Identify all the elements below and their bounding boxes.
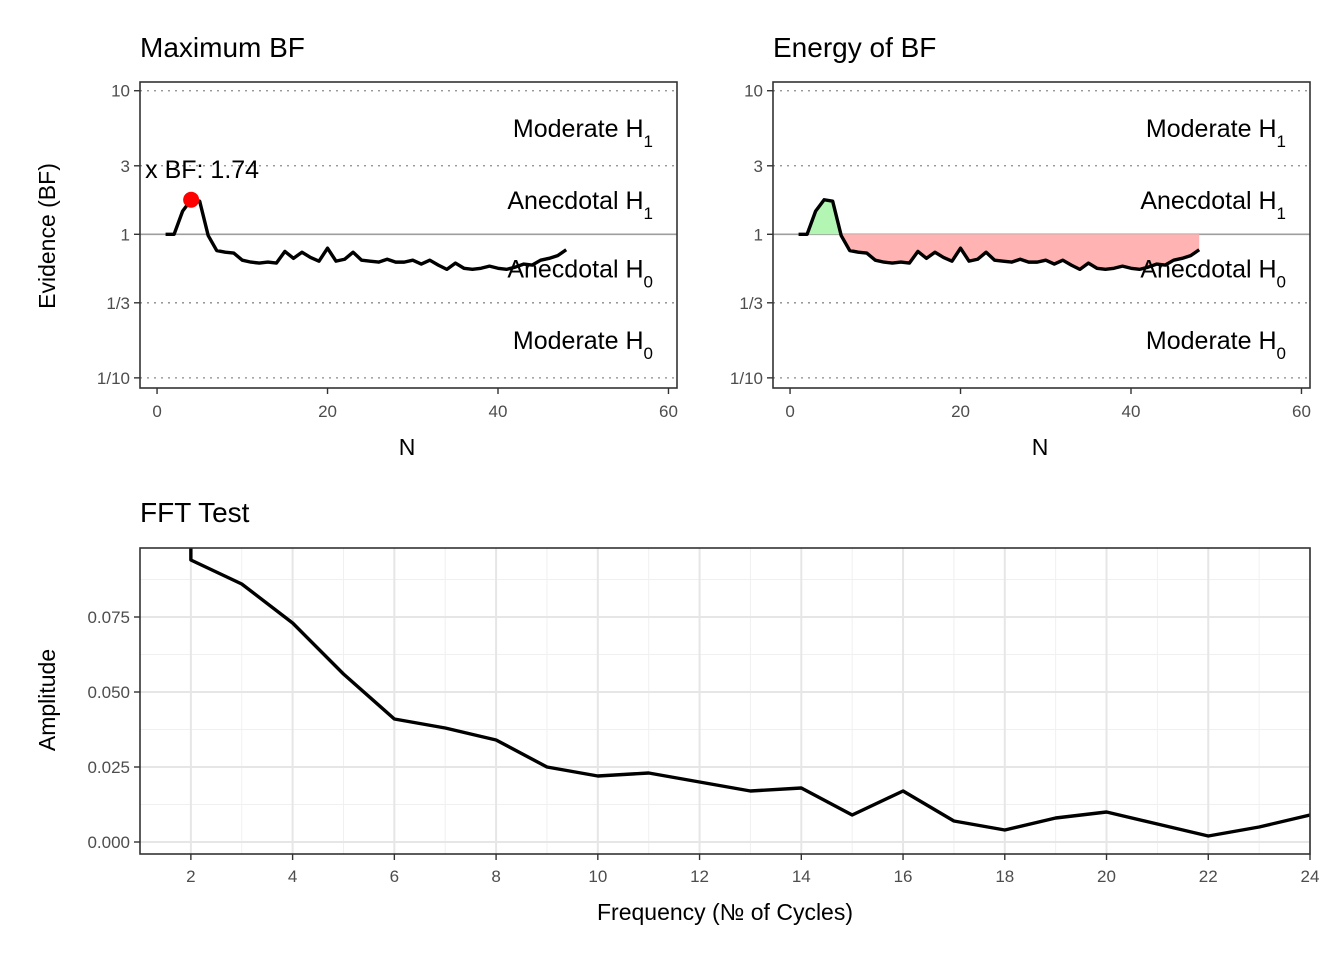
maximum-bf-panel-border xyxy=(139,81,678,389)
energy-of-bf-y-tick-label: 3 xyxy=(754,157,763,176)
energy-of-bf-y-tick-label: 1/3 xyxy=(739,294,763,313)
fft-amplitude-line xyxy=(189,548,1310,838)
fft-x-tick-label: 24 xyxy=(1301,867,1320,886)
fft-panel-border xyxy=(139,547,1311,855)
fft-x-tick-label: 22 xyxy=(1199,867,1218,886)
fft-x-tick-label: 18 xyxy=(995,867,1014,886)
energy-of-bf-y-tick-label: 1 xyxy=(754,225,763,244)
maximum-bf-x-tick-label: 20 xyxy=(318,402,337,421)
maximum-bf-y-tick-label: 1/10 xyxy=(97,369,130,388)
energy-of-bf-y-tick-label: 1/10 xyxy=(730,369,763,388)
maximum-bf-x-tick-label: 40 xyxy=(489,402,508,421)
fft-y-tick-label: 0.050 xyxy=(87,683,130,702)
energy-of-bf-area-below-one xyxy=(840,234,1200,270)
fft-y-tick-label: 0.025 xyxy=(87,758,130,777)
panel-maximum-bf-title: Maximum BF xyxy=(140,32,305,63)
maximum-bf-max-point xyxy=(183,191,200,208)
maximum-bf-x-tick-label: 60 xyxy=(659,402,678,421)
energy-of-bf-x-tick-label: 20 xyxy=(951,402,970,421)
energy-of-bf-panel-border xyxy=(772,81,1311,389)
panel-energy-of-bf-x-axis-title: N xyxy=(1032,434,1049,460)
fft-y-tick-label: 0.075 xyxy=(87,608,130,627)
maximum-bf-x-tick-label: 0 xyxy=(152,402,161,421)
fft-x-tick-label: 14 xyxy=(792,867,811,886)
maximum-bf-y-tick-label: 3 xyxy=(121,157,130,176)
fft-y-tick-label: 0.000 xyxy=(87,833,130,852)
energy-of-bf-area-above-one xyxy=(798,199,841,235)
maximum-bf-max-label: x BF: 1.74 xyxy=(145,156,259,184)
fft-x-tick-label: 2 xyxy=(186,867,195,886)
fft-x-tick-label: 16 xyxy=(894,867,913,886)
maximum-bf-y-tick-label: 10 xyxy=(111,82,130,101)
panel-fft-test-title: FFT Test xyxy=(140,497,250,528)
panel-fft-test-x-axis-title: Frequency (№ of Cycles) xyxy=(597,899,853,925)
maximum-bf-bf-line xyxy=(165,198,568,272)
maximum-bf-y-tick-label: 1 xyxy=(121,225,130,244)
energy-of-bf-bf-line xyxy=(798,198,1201,272)
panel-fft-test-y-axis-title: Amplitude xyxy=(34,649,60,751)
fft-x-tick-label: 20 xyxy=(1097,867,1116,886)
panel-maximum-bf-x-axis-title: N xyxy=(399,434,416,460)
energy-of-bf-y-tick-label: 10 xyxy=(744,82,763,101)
energy-of-bf-x-tick-label: 0 xyxy=(785,402,794,421)
panel-fft-test: FFT Test Frequency (№ of Cycles) Amplitu… xyxy=(34,497,1319,925)
fft-x-tick-label: 6 xyxy=(390,867,399,886)
energy-of-bf-x-tick-label: 40 xyxy=(1122,402,1141,421)
fft-x-tick-label: 12 xyxy=(690,867,709,886)
fft-x-tick-label: 4 xyxy=(288,867,297,886)
energy-of-bf-x-tick-label: 60 xyxy=(1292,402,1311,421)
fft-x-tick-label: 10 xyxy=(588,867,607,886)
maximum-bf-y-tick-label: 1/3 xyxy=(106,294,130,313)
fft-x-tick-label: 8 xyxy=(491,867,500,886)
panel-energy-of-bf-title: Energy of BF xyxy=(773,32,936,63)
panel-maximum-bf-y-axis-title: Evidence (BF) xyxy=(34,163,60,309)
